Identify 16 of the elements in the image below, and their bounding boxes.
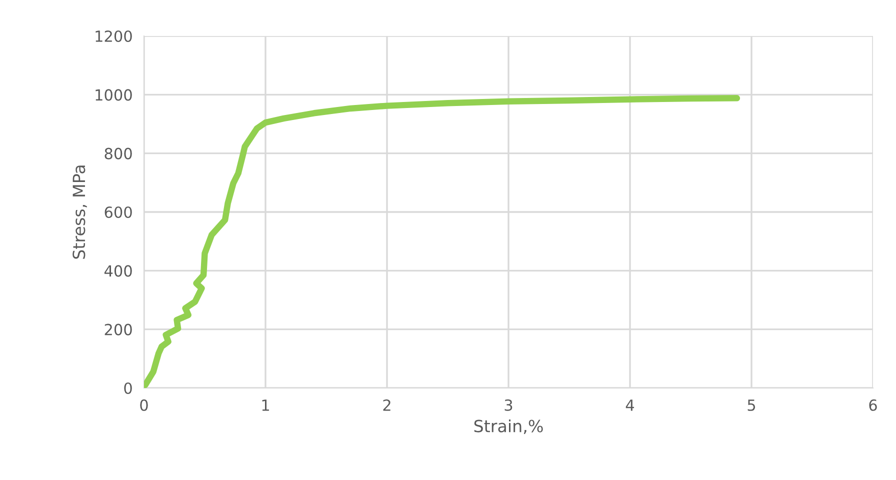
y-tick-label: 1000 (96, 89, 132, 101)
y-axis-title: Stress, MPa (72, 166, 87, 259)
y-tick-label: 600 (104, 206, 132, 218)
x-tick-label: 1 (262, 400, 269, 411)
y-tick-label: 1200 (96, 30, 132, 42)
x-tick-label: 3 (504, 399, 512, 411)
x-tick-label: 6 (869, 399, 877, 411)
y-tick-label: 200 (104, 324, 132, 336)
x-tick-label: 2 (383, 399, 390, 411)
y-tick-label: 400 (104, 265, 132, 277)
x-tick-label: 5 (748, 400, 756, 411)
x-tick-label: 0 (140, 399, 148, 411)
x-axis-title: Strain,% (474, 419, 543, 434)
y-tick-label: 0 (124, 382, 132, 394)
x-tick-label: 4 (626, 400, 634, 411)
y-tick-label: 800 (104, 148, 132, 160)
